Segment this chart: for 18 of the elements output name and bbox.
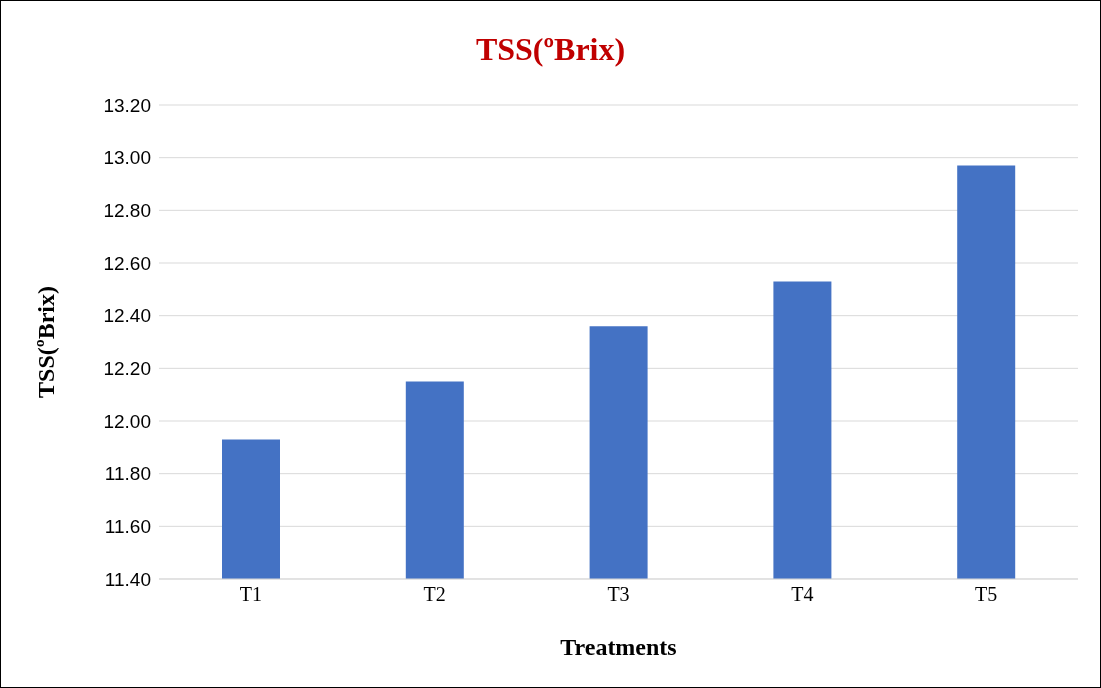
- y-tick-label: 13.20: [103, 94, 151, 116]
- y-tick-label: 12.80: [103, 200, 151, 222]
- x-tick-label: T2: [423, 583, 446, 606]
- x-tick-label: T1: [239, 583, 263, 606]
- chart-title: TSS(ºBrix): [474, 31, 627, 68]
- y-tick-label: 11.40: [104, 568, 151, 590]
- y-tick-label: 12.00: [103, 410, 151, 432]
- y-tick-label: 11.60: [104, 516, 151, 538]
- y-tick-label: 13.00: [103, 147, 151, 169]
- y-axis-title: TSS(ºBrix): [32, 286, 59, 398]
- y-tick-label: 12.20: [103, 358, 151, 380]
- y-tick-label: 12.40: [103, 305, 151, 327]
- y-tick-label: 11.80: [104, 463, 151, 485]
- x-tick-label: T3: [607, 583, 630, 606]
- y-tick-label: 12.60: [103, 252, 151, 274]
- x-tick-label: T5: [974, 583, 998, 606]
- x-axis-title: Treatments: [560, 634, 677, 660]
- x-tick-label: T4: [791, 583, 814, 606]
